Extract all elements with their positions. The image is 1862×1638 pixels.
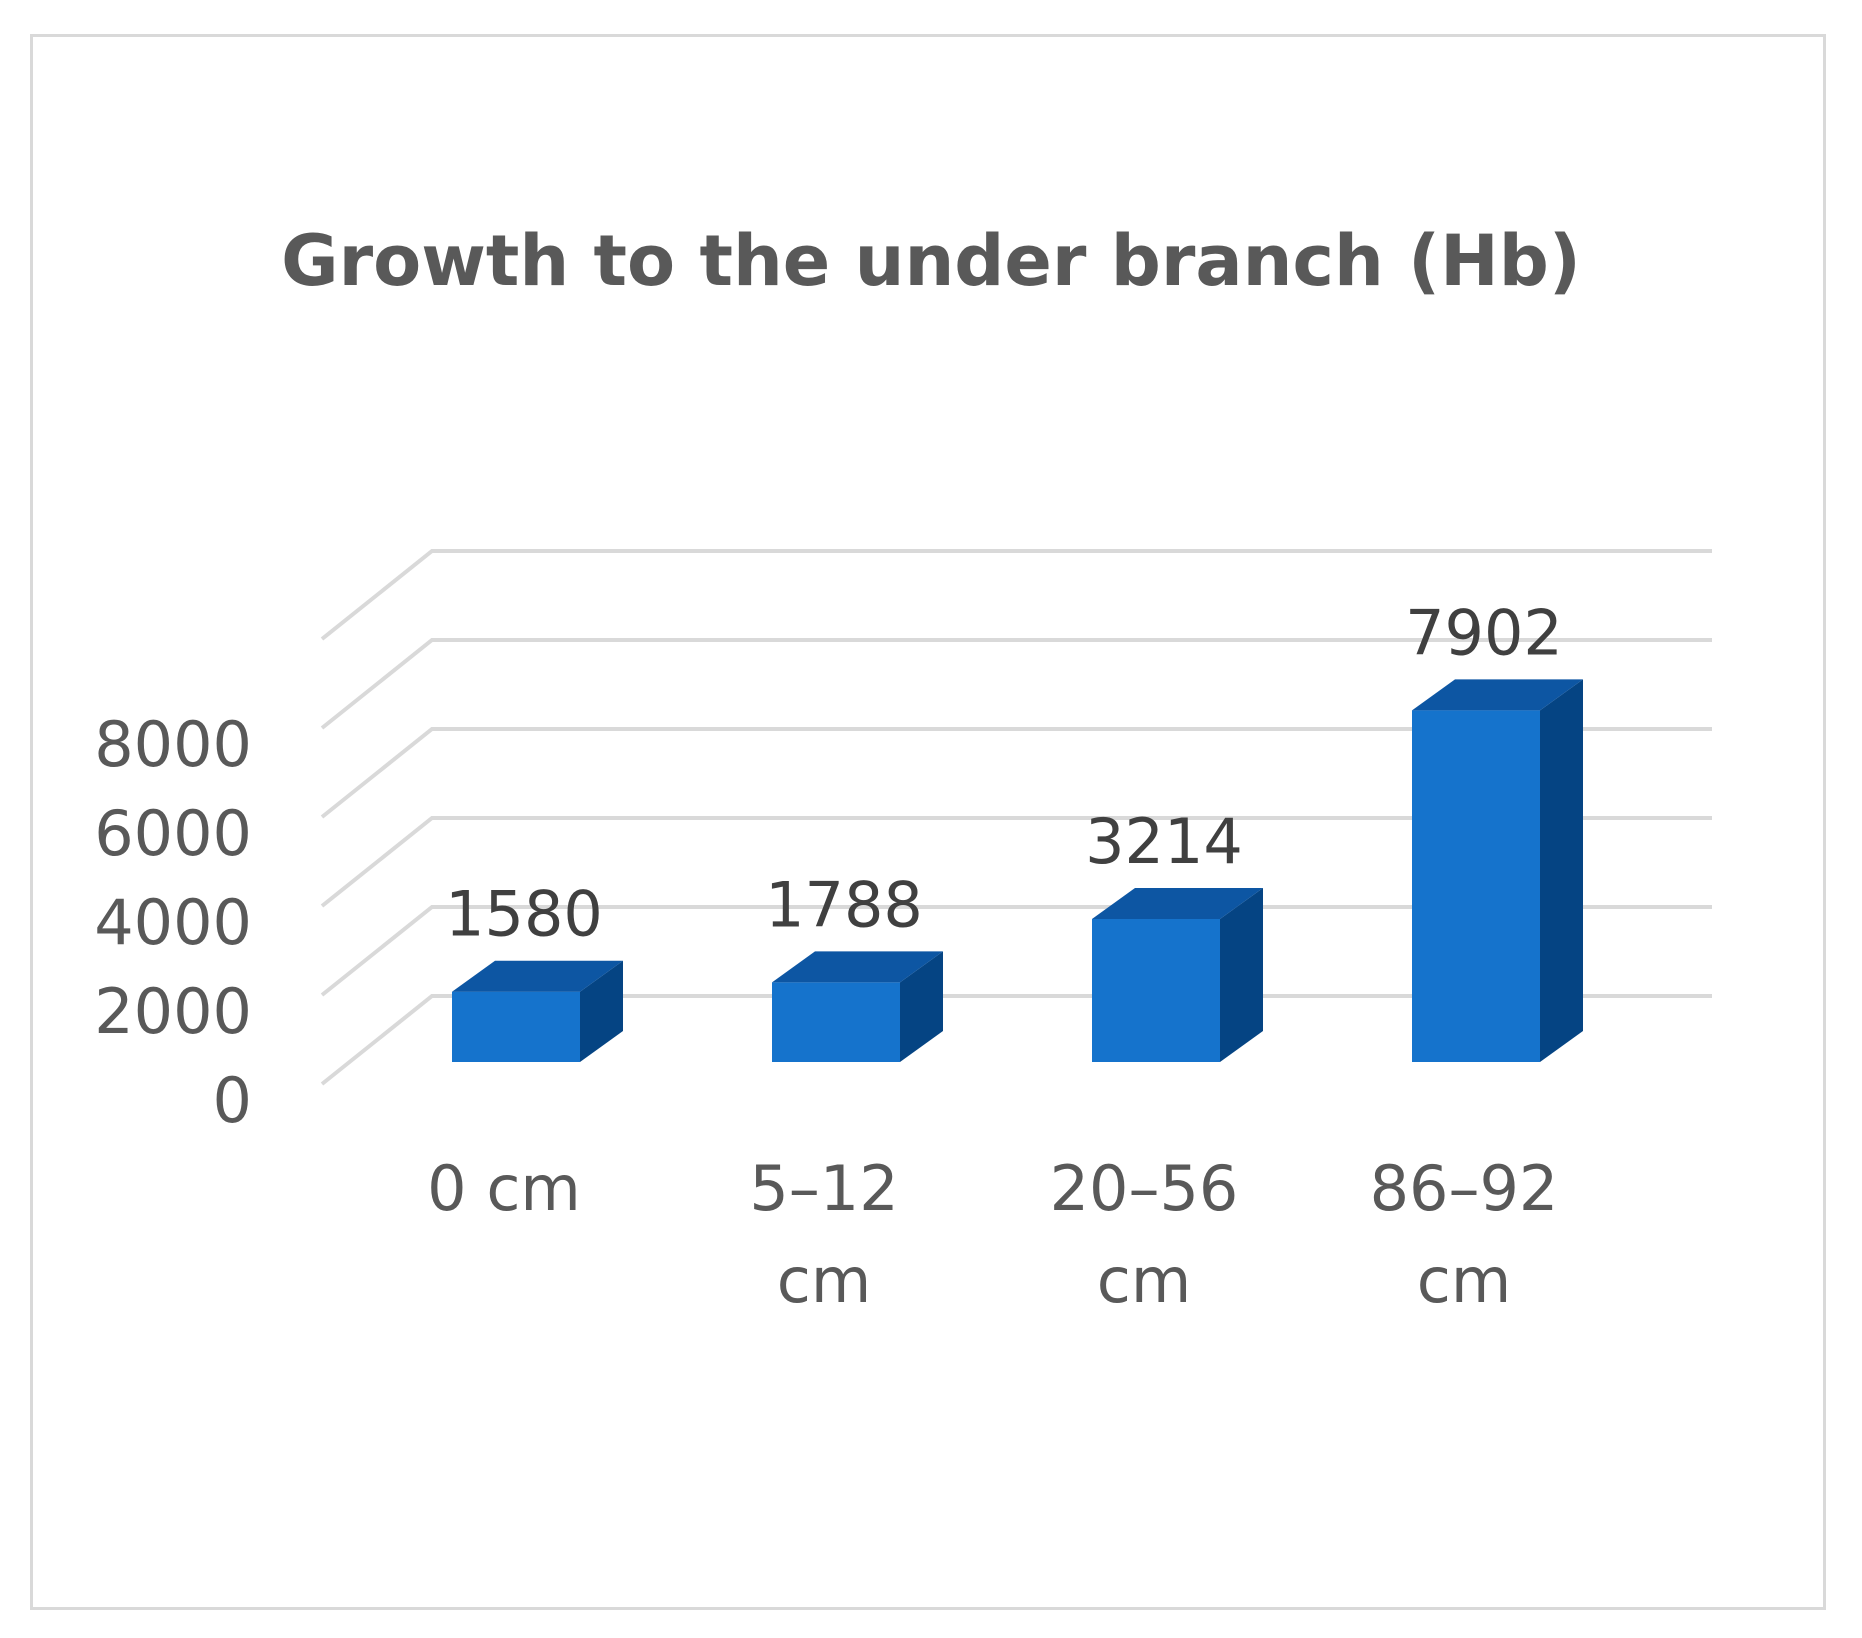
data-label: 1580 bbox=[445, 878, 603, 951]
chart-title: Growth to the under branch (Hb) bbox=[281, 220, 1581, 302]
category-label: 86–92 bbox=[1370, 1152, 1559, 1225]
gridlines bbox=[320, 549, 1712, 1086]
gridline bbox=[320, 994, 1712, 1086]
category-label: cm bbox=[1417, 1244, 1511, 1317]
bar-front bbox=[1092, 918, 1220, 1062]
data-label: 3214 bbox=[1085, 805, 1243, 878]
gridline bbox=[320, 816, 1712, 908]
bar-top bbox=[772, 951, 943, 983]
gridline bbox=[320, 549, 1712, 641]
y-tick-label: 8000 bbox=[94, 708, 252, 781]
data-labels: 1580 1788 3214 7902 bbox=[445, 596, 1563, 950]
y-tick-label: 6000 bbox=[94, 797, 252, 870]
bar-top bbox=[452, 960, 623, 992]
bar-top bbox=[1092, 887, 1263, 919]
y-tick-label: 2000 bbox=[94, 975, 252, 1048]
bar-front bbox=[452, 991, 580, 1062]
category-label: 0 cm bbox=[427, 1152, 581, 1225]
y-axis-ticks: 0 2000 4000 6000 8000 bbox=[94, 708, 252, 1137]
bar-side bbox=[900, 951, 943, 1062]
bar bbox=[1412, 679, 1583, 1062]
data-label: 7902 bbox=[1405, 596, 1563, 669]
category-label: cm bbox=[777, 1244, 871, 1317]
bar-top bbox=[1412, 679, 1583, 711]
data-label: 1788 bbox=[765, 868, 923, 941]
bar bbox=[452, 960, 623, 1062]
gridline bbox=[320, 638, 1712, 730]
category-label: cm bbox=[1097, 1244, 1191, 1317]
bar-front bbox=[772, 982, 900, 1062]
bar-side bbox=[1220, 887, 1263, 1062]
category-label: 5–12 bbox=[749, 1152, 898, 1225]
bar-side bbox=[1540, 679, 1583, 1062]
gridline bbox=[320, 727, 1712, 819]
x-axis-categories: 0 cm 5–12 cm 20–56 cm 86–92 cm bbox=[427, 1152, 1558, 1317]
y-tick-label: 4000 bbox=[94, 886, 252, 959]
bars bbox=[452, 679, 1583, 1062]
gridline bbox=[320, 905, 1712, 997]
category-label: 20–56 bbox=[1050, 1152, 1239, 1225]
bar bbox=[772, 951, 943, 1062]
y-tick-label: 0 bbox=[213, 1064, 252, 1137]
bar bbox=[1092, 887, 1263, 1062]
bar-front bbox=[1412, 710, 1540, 1062]
bar-side bbox=[580, 960, 623, 1062]
